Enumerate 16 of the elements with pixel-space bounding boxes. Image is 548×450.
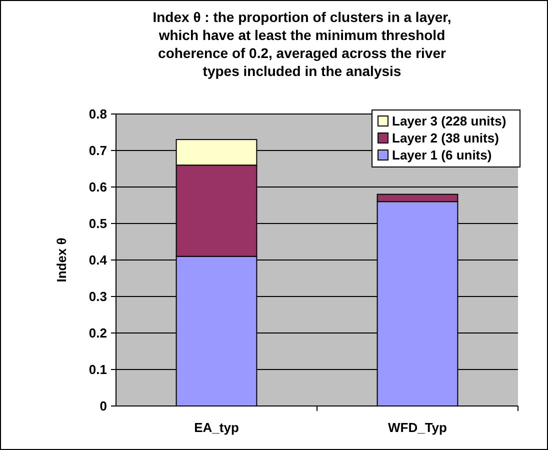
- y-axis-title: Index θ: [54, 238, 69, 282]
- y-tick-label: 0.8: [88, 106, 107, 122]
- y-tick-label: 0.5: [88, 216, 107, 232]
- y-tick-label: 0.1: [88, 362, 107, 378]
- x-tick-label: EA_typ: [194, 420, 239, 435]
- y-tick-label: 0.7: [88, 143, 107, 158]
- legend-label: Layer 1 (6 units): [392, 148, 492, 163]
- y-tick-label: 0.3: [88, 289, 107, 304]
- legend-label: Layer 2 (38 units): [392, 130, 499, 146]
- x-tick-label: WFD_Typ: [388, 420, 448, 435]
- chart-title: Index θ : the proportion of clusters in a layer, which have at least the minimum threshold coherence of 0.2, averaged across the river types included in the analysis: [152, 9, 452, 79]
- y-tick-label: 0: [100, 398, 107, 414]
- y-tick-label: 0.6: [88, 180, 107, 195]
- y-tick-label: 0.4: [88, 252, 108, 268]
- legend-label: Layer 3 (228 units): [392, 114, 506, 129]
- y-tick-label: 0.2: [88, 326, 107, 341]
